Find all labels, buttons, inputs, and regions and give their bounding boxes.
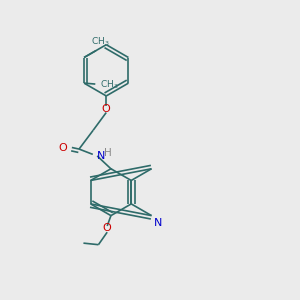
Text: N: N <box>153 218 162 228</box>
Text: N: N <box>97 151 106 161</box>
Text: CH$_3$: CH$_3$ <box>100 78 118 91</box>
Text: O: O <box>102 104 111 114</box>
Text: CH$_3$: CH$_3$ <box>91 35 110 47</box>
Text: O: O <box>59 142 68 152</box>
Text: O: O <box>103 224 112 233</box>
Text: H: H <box>104 148 112 158</box>
